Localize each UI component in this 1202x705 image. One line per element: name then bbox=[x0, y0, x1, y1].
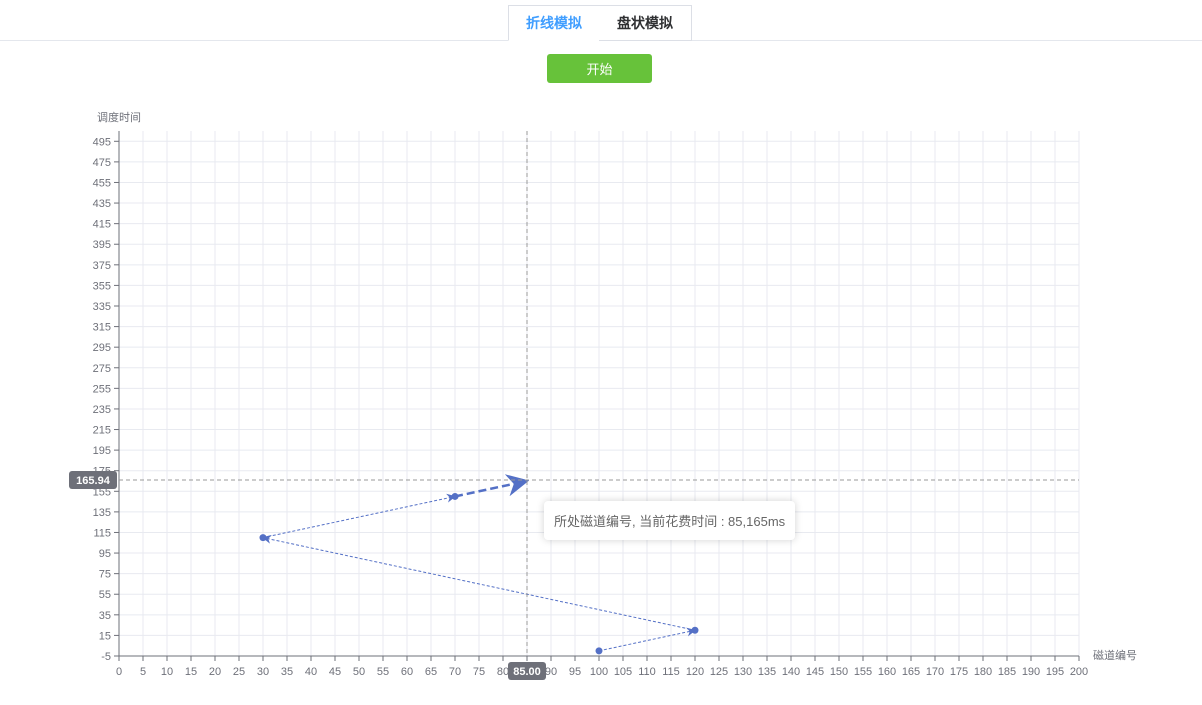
x-tick-label: 25 bbox=[233, 666, 245, 678]
x-tick-label: 90 bbox=[545, 666, 557, 678]
x-tick-label: 125 bbox=[710, 666, 728, 678]
crosshair: 85.00 165.94 bbox=[69, 131, 1079, 680]
x-tick-label: 20 bbox=[209, 666, 221, 678]
series-point bbox=[595, 647, 603, 655]
y-tick-label: 315 bbox=[93, 322, 111, 334]
x-tick-label: 95 bbox=[569, 666, 581, 678]
y-tick-label: 495 bbox=[93, 136, 111, 148]
x-tick-label: 160 bbox=[878, 666, 896, 678]
x-tick-label: 120 bbox=[686, 666, 704, 678]
x-tick-label: 70 bbox=[449, 666, 461, 678]
x-tick-label: 140 bbox=[782, 666, 800, 678]
x-tick-label: 115 bbox=[662, 666, 680, 678]
y-axis-title: 调度时间 bbox=[97, 110, 141, 124]
x-tick-label: 55 bbox=[377, 666, 389, 678]
x-tick-label: 80 bbox=[497, 666, 509, 678]
start-button[interactable]: 开始 bbox=[547, 54, 652, 83]
series-segment bbox=[262, 493, 456, 539]
y-tick-label: 135 bbox=[93, 507, 111, 519]
grid bbox=[119, 131, 1080, 656]
y-tick-label: 335 bbox=[93, 301, 111, 313]
y-tick-label: 475 bbox=[93, 157, 111, 169]
x-tick-label: 170 bbox=[926, 666, 944, 678]
series-segment bbox=[598, 627, 696, 652]
y-tick-label: 455 bbox=[93, 177, 111, 189]
x-tick-label: 65 bbox=[425, 666, 437, 678]
x-tick-label: 195 bbox=[1046, 666, 1064, 678]
series-point bbox=[691, 626, 699, 634]
x-tick-label: 50 bbox=[353, 666, 365, 678]
y-pointer-label-bg bbox=[69, 471, 117, 490]
y-tick-label: 195 bbox=[93, 445, 111, 457]
chart-tooltip: 所处磁道编号, 当前花费时间 : 85,165ms bbox=[544, 501, 796, 540]
x-tick-label: 190 bbox=[1022, 666, 1040, 678]
x-axis-title: 磁道编号 bbox=[1093, 648, 1137, 662]
y-tick-label: 75 bbox=[99, 569, 111, 581]
y-tick-label: 255 bbox=[93, 383, 111, 395]
x-tick-label: 135 bbox=[758, 666, 776, 678]
x-tick-label: 145 bbox=[806, 666, 824, 678]
x-tick-label: 15 bbox=[185, 666, 197, 678]
x-tick-label: 30 bbox=[257, 666, 269, 678]
x-tick-label: 105 bbox=[614, 666, 632, 678]
series-point bbox=[451, 492, 459, 500]
x-tick-label: 75 bbox=[473, 666, 485, 678]
axes: 0510152025303540455055606570758085909510… bbox=[93, 131, 1088, 678]
y-tick-label: 15 bbox=[99, 630, 111, 642]
tab-disk-simulation[interactable]: 盘状模拟 bbox=[599, 5, 692, 41]
y-tick-label: -5 bbox=[101, 651, 111, 663]
x-tick-label: 60 bbox=[401, 666, 413, 678]
x-tick-label: 110 bbox=[638, 666, 656, 678]
y-pointer-label: 165.94 bbox=[76, 475, 111, 487]
x-tick-label: 175 bbox=[950, 666, 968, 678]
y-tick-label: 415 bbox=[93, 219, 111, 231]
x-tick-label: 180 bbox=[974, 666, 992, 678]
x-tick-label: 10 bbox=[161, 666, 173, 678]
tabs-bar: 折线模拟 盘状模拟 bbox=[0, 0, 1202, 41]
y-tick-label: 295 bbox=[93, 342, 111, 354]
y-tick-label: 35 bbox=[99, 610, 111, 622]
x-tick-label: 130 bbox=[734, 666, 752, 678]
y-tick-label: 95 bbox=[99, 548, 111, 560]
y-tick-label: 275 bbox=[93, 363, 111, 375]
x-tick-label: 35 bbox=[281, 666, 293, 678]
x-tick-label: 45 bbox=[329, 666, 341, 678]
x-tick-label: 0 bbox=[116, 666, 122, 678]
y-tick-label: 375 bbox=[93, 260, 111, 272]
series-point bbox=[259, 534, 267, 542]
x-tick-label: 185 bbox=[998, 666, 1016, 678]
series bbox=[259, 474, 699, 655]
series-segment bbox=[454, 474, 530, 498]
x-tick-label: 150 bbox=[830, 666, 848, 678]
x-tick-label: 155 bbox=[854, 666, 872, 678]
x-tick-label: 165 bbox=[902, 666, 920, 678]
series-segment bbox=[262, 534, 696, 631]
x-tick-label: 200 bbox=[1070, 666, 1088, 678]
y-tick-label: 155 bbox=[93, 486, 111, 498]
y-tick-label: 55 bbox=[99, 589, 111, 601]
x-tick-label: 100 bbox=[590, 666, 608, 678]
x-tick-label: 40 bbox=[305, 666, 317, 678]
y-tick-label: 435 bbox=[93, 198, 111, 210]
y-tick-label: 355 bbox=[93, 280, 111, 292]
x-pointer-label-bg bbox=[508, 662, 546, 680]
y-tick-label: 215 bbox=[93, 425, 111, 437]
y-tick-label: 115 bbox=[93, 527, 111, 539]
tab-line-simulation[interactable]: 折线模拟 bbox=[508, 5, 600, 41]
y-tick-label: 235 bbox=[93, 404, 111, 416]
x-pointer-label: 85.00 bbox=[513, 666, 541, 678]
x-tick-label: 5 bbox=[140, 666, 146, 678]
y-tick-label: 395 bbox=[93, 239, 111, 251]
